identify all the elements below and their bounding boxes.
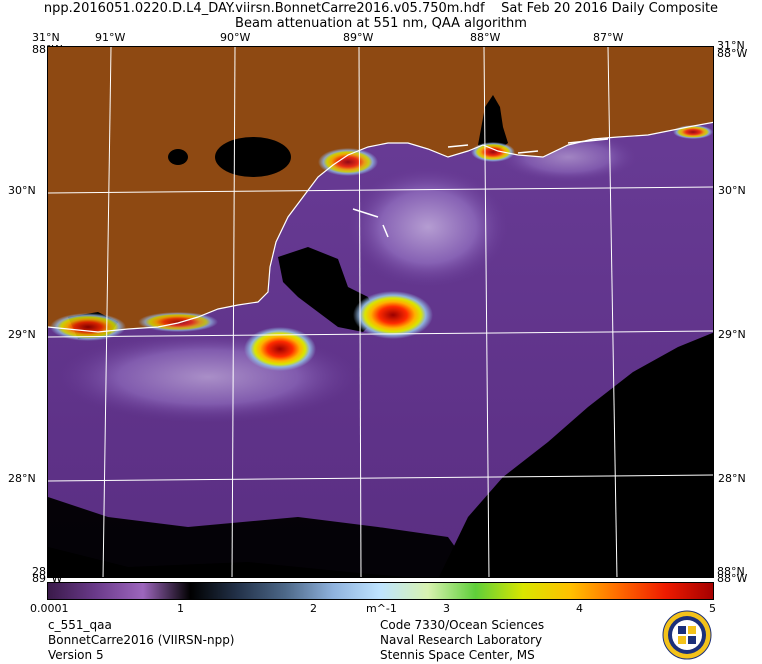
org-location: Stennis Space Center, MS [380, 648, 535, 662]
org-name: Naval Research Laboratory [380, 633, 543, 647]
lat-label-left-30n: 30°N [8, 184, 36, 197]
land-mainland [48, 47, 713, 332]
corner-lat-top-left: 31°N [32, 31, 60, 44]
meridian-91w [102, 47, 112, 577]
colorbar-label-2: 2 [310, 602, 317, 615]
lake-maurepas [168, 149, 188, 165]
corner-lat-top-right: 31°N [717, 39, 745, 52]
cloud-mask-sw [48, 547, 406, 577]
meridian-88w [483, 47, 490, 577]
org-code: Code 7330/Ocean Sciences [380, 618, 545, 632]
lon-label-91w: 91°W [95, 31, 126, 44]
map-panel[interactable] [47, 46, 714, 578]
lon-label-88w: 88°W [470, 31, 501, 44]
lon-label-90w: 90°W [220, 31, 251, 44]
meridian-89w [358, 47, 362, 577]
corner-lon-bottom-right: 88°W [717, 572, 748, 585]
dataset-name: BonnetCarre2016 (VIIRSN-npp) [48, 633, 235, 647]
lat-label-right-28n: 28°N [718, 472, 746, 485]
graticule [48, 47, 713, 577]
corner-lat-bottom-right: 88°N [717, 565, 745, 578]
map-title: npp.2016051.0220.D.L4_DAY.viirsn.BonnetC… [43, 1, 719, 16]
colorbar [47, 582, 714, 600]
corner-lon-top-right: 88°W [717, 47, 748, 60]
version-label: Version 5 [48, 648, 104, 662]
lat-label-left-28n: 28°N [8, 472, 36, 485]
lon-label-89w: 89°W [343, 31, 374, 44]
lat-label-right-29n: 29°N [718, 328, 746, 341]
colorbar-label-min: 0.0001 [30, 602, 69, 615]
plume-mobile-bay [471, 142, 515, 162]
lat-label-right-30n: 30°N [718, 184, 746, 197]
coastline [48, 121, 713, 333]
plume-mississippi-birdfoot [353, 291, 433, 339]
lon-label-87w: 87°W [593, 31, 624, 44]
lat-label-left-29n: 29°N [8, 328, 36, 341]
colorbar-label-4: 4 [576, 602, 583, 615]
plume-barataria [138, 312, 218, 332]
delta-nodata [278, 247, 378, 332]
colorbar-label-3: 3 [443, 602, 450, 615]
product-name: c_551_qaa [48, 618, 112, 632]
colorbar-label-max: 5 [709, 602, 716, 615]
lake-pontchartrain [215, 137, 291, 177]
turbid-plume-sound [348, 167, 508, 287]
navy-seal-logo [662, 610, 712, 660]
parallel-28n [48, 474, 713, 482]
plume-mississippi-sound [318, 148, 378, 176]
parallel-30n [48, 186, 713, 194]
colorbar-label-1: 1 [177, 602, 184, 615]
colorbar-units: m^-1 [366, 602, 397, 615]
mobile-bay [478, 95, 508, 151]
cloud-mask-offshore [438, 332, 713, 577]
meridian-87w [607, 47, 618, 577]
barrier-islands [352, 138, 609, 238]
plume-southwest-pass [244, 327, 316, 371]
satellite-map [48, 47, 713, 577]
parallel-29n [48, 330, 713, 338]
map-subtitle: Beam attenuation at 551 nm, QAA algorith… [235, 16, 527, 31]
cloud-mask-south [48, 497, 477, 577]
plume-pensacola [673, 125, 713, 139]
meridian-90w [231, 47, 236, 577]
